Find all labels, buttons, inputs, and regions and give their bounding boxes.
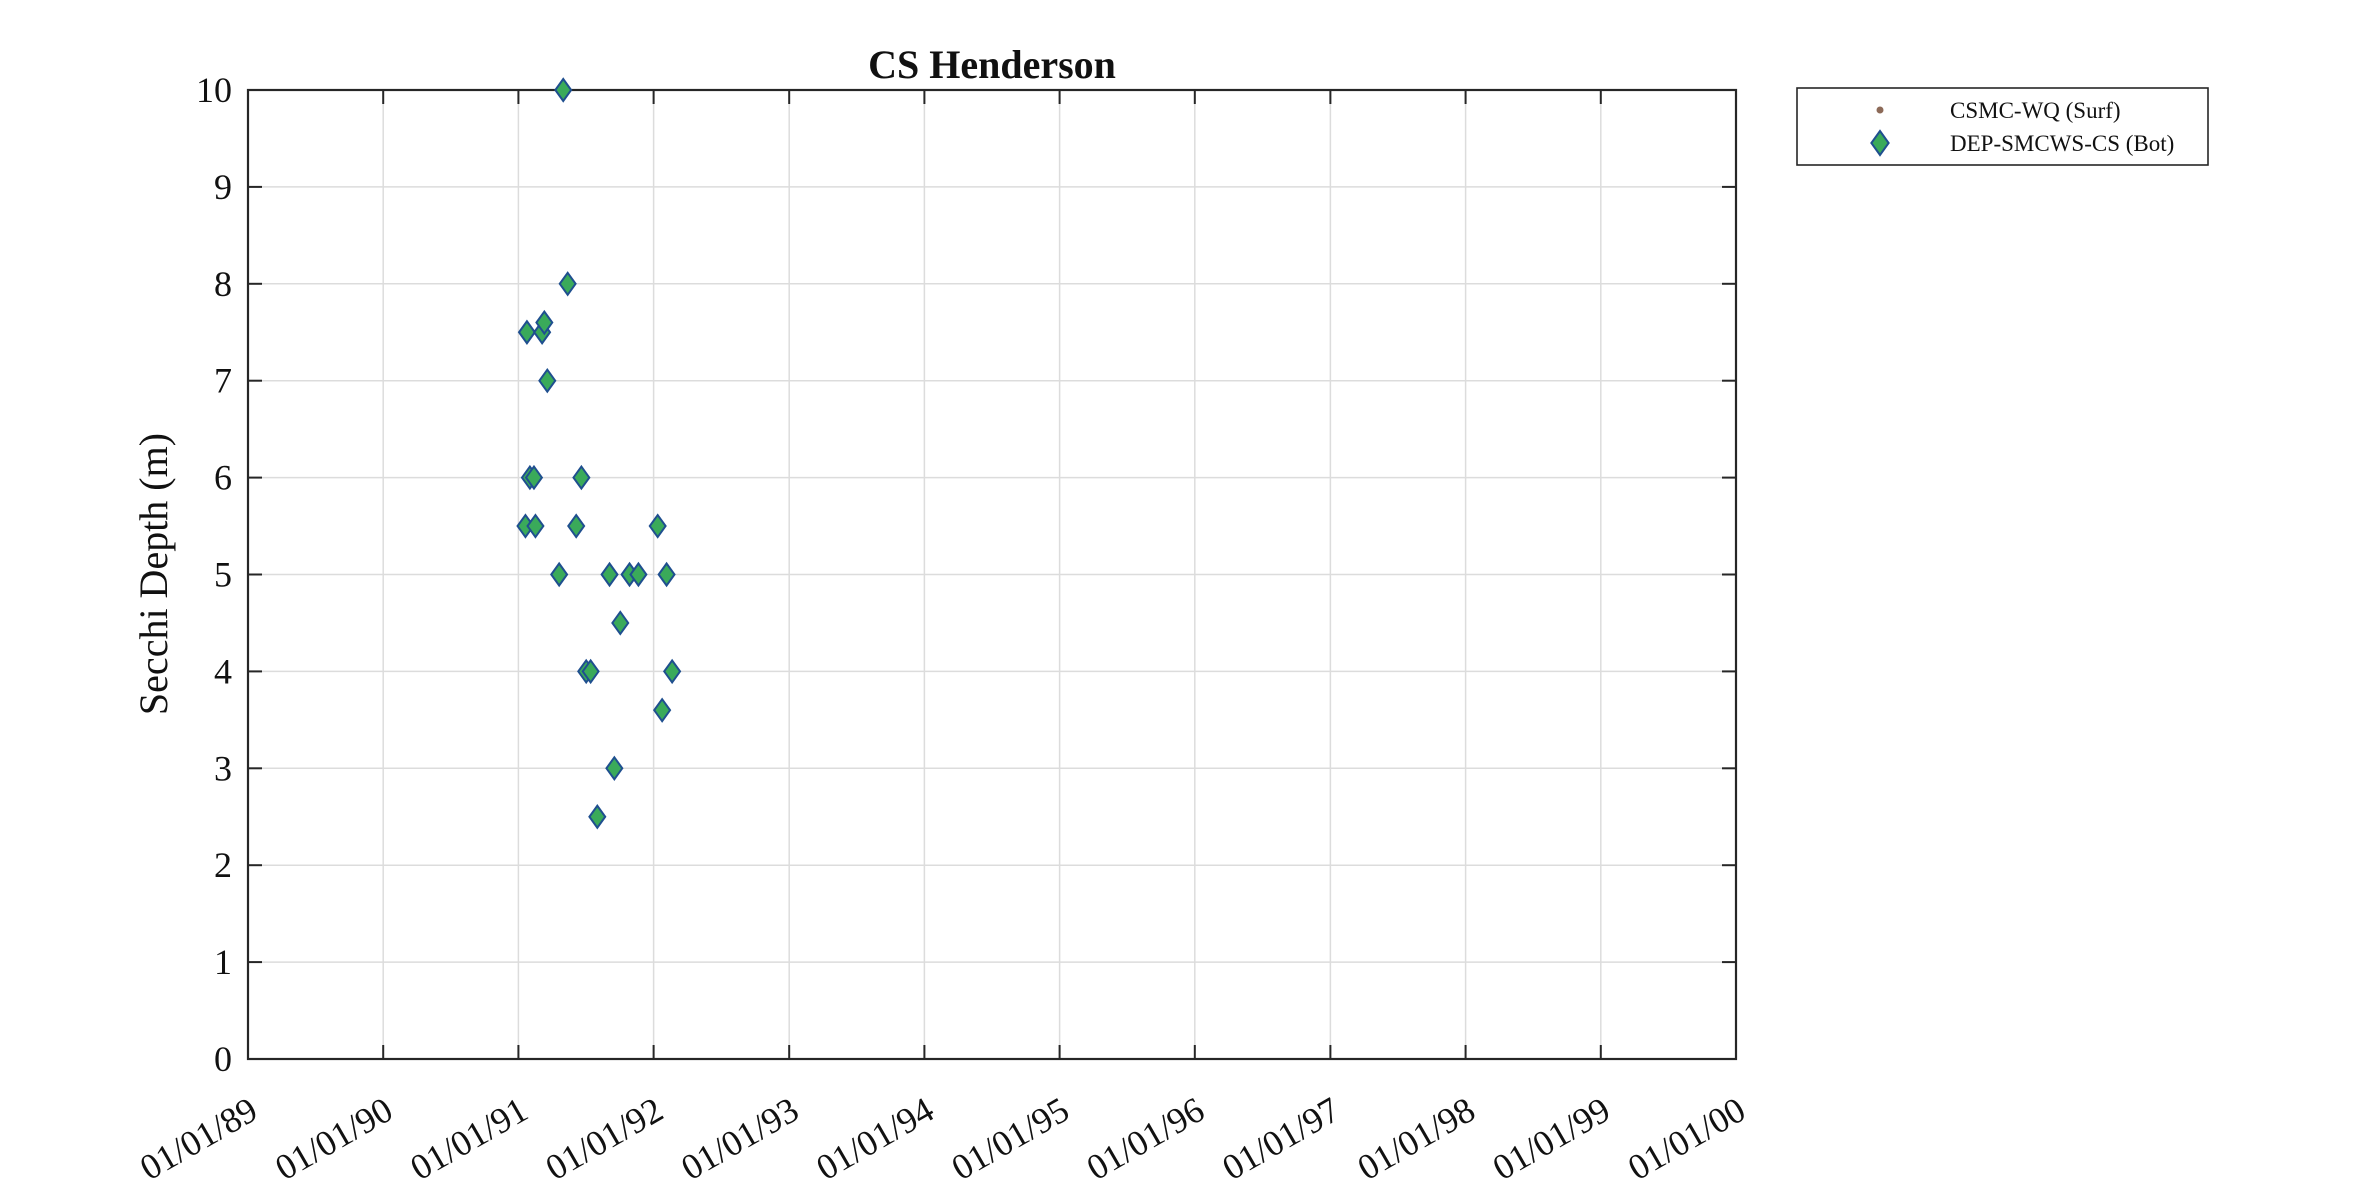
x-tick-label: 01/01/89 — [133, 1089, 264, 1181]
y-tick-label: 3 — [214, 748, 232, 788]
grid-layer — [247, 89, 1737, 1060]
legend: CSMC-WQ (Surf) DEP-SMCWS-CS (Bot) — [1796, 87, 2209, 166]
x-tick-label: 01/01/98 — [1351, 1089, 1482, 1181]
legend-entries: CSMC-WQ (Surf) DEP-SMCWS-CS (Bot) — [1870, 98, 2174, 157]
x-tick-label: 01/01/92 — [539, 1089, 670, 1181]
data-point — [558, 271, 577, 297]
x-tick-label: 01/01/90 — [268, 1089, 399, 1181]
x-tick-label: 01/01/99 — [1486, 1089, 1617, 1181]
y-tick-label: 9 — [214, 167, 232, 207]
y-tick-label: 4 — [214, 651, 232, 691]
y-tick-label: 1 — [214, 942, 232, 982]
y-tick-label: 10 — [196, 70, 232, 110]
data-point — [550, 561, 569, 588]
data-point — [648, 513, 667, 539]
y-tick-label: 8 — [214, 264, 232, 304]
data-point — [538, 367, 557, 394]
legend-label-2: DEP-SMCWS-CS (Bot) — [1950, 131, 2174, 156]
data-point — [517, 319, 537, 345]
y-tick-label: 7 — [214, 361, 232, 401]
data-point — [588, 804, 607, 830]
data-point — [662, 658, 682, 685]
chart-title: CS Henderson — [868, 42, 1116, 87]
legend-marker-1 — [1876, 106, 1884, 114]
data-point — [611, 610, 630, 636]
data-point — [652, 697, 672, 723]
data-point — [605, 755, 624, 782]
y-tick-label: 2 — [214, 845, 232, 885]
data-point — [535, 309, 554, 336]
y-tick-label: 5 — [214, 555, 232, 595]
y-tick-label: 6 — [214, 458, 232, 498]
x-tick-label: 01/01/93 — [674, 1089, 805, 1181]
x-tick-label: 01/01/00 — [1621, 1089, 1752, 1181]
x-tick-label: 01/01/97 — [1216, 1089, 1347, 1181]
marker-layer — [516, 77, 682, 830]
data-point — [526, 513, 545, 539]
data-point — [554, 77, 573, 103]
legend-label-1: CSMC-WQ (Surf) — [1950, 98, 2121, 123]
data-point — [524, 464, 544, 491]
legend-marker-2 — [1870, 129, 1890, 157]
legend-box — [1796, 87, 2209, 166]
x-tick-label: 01/01/91 — [404, 1089, 535, 1181]
x-tick-label: 01/01/95 — [945, 1089, 1076, 1181]
data-point — [572, 464, 591, 491]
data-point — [600, 561, 619, 588]
x-tick-label: 01/01/94 — [810, 1089, 941, 1181]
y-axis-label: Secchi Depth (m) — [131, 433, 176, 715]
data-point — [657, 561, 676, 588]
y-tick-label: 0 — [214, 1039, 232, 1079]
data-point — [629, 561, 648, 588]
tick-layer: 01/01/89 01/01/90 01/01/91 01/01/92 01/01/93… — [133, 70, 1752, 1186]
data-point — [581, 658, 600, 685]
data-point — [567, 513, 586, 539]
x-tick-label: 01/01/96 — [1080, 1089, 1211, 1181]
